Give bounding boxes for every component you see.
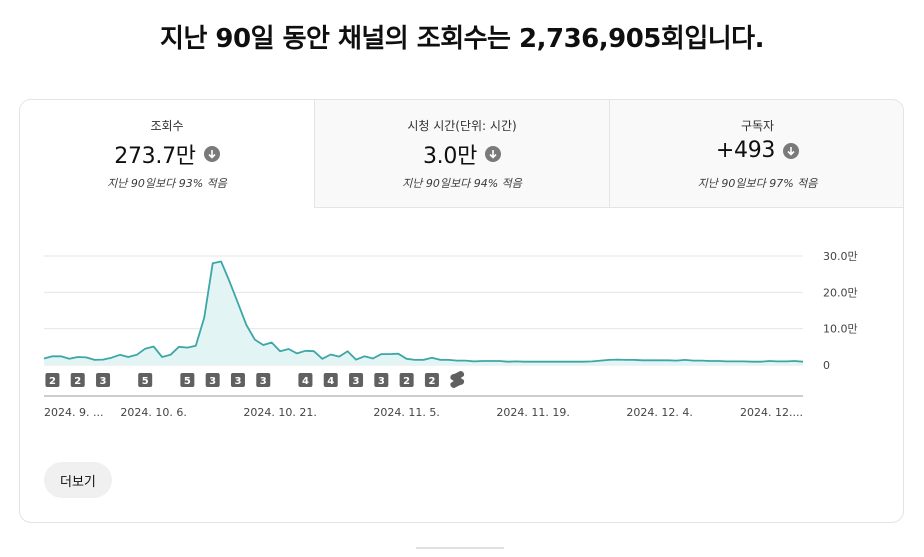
marker-count: 5 bbox=[184, 376, 191, 387]
marker-count: 2 bbox=[428, 376, 435, 387]
marker-badge bbox=[424, 373, 439, 387]
marker-count: 2 bbox=[403, 376, 410, 387]
x-tick-label: 2024. 11. 5. bbox=[373, 406, 439, 419]
series-line bbox=[43, 260, 804, 363]
marker-badge bbox=[96, 373, 111, 387]
marker-badge bbox=[70, 373, 85, 387]
marker-count: 3 bbox=[378, 376, 385, 387]
headline: 지난 90일 동안 채널의 조회수는 2,736,905회입니다. bbox=[160, 24, 764, 54]
video-marker[interactable]: 3 bbox=[205, 373, 220, 387]
more-button[interactable]: 더보기 bbox=[44, 462, 112, 498]
y-tick-label: 10.0만 bbox=[823, 323, 858, 336]
bottom-divider bbox=[416, 547, 504, 549]
y-tick-label: 0 bbox=[823, 359, 830, 372]
marker-count: 3 bbox=[209, 376, 216, 387]
video-marker[interactable]: 4 bbox=[298, 373, 313, 387]
video-marker[interactable]: 2 bbox=[70, 373, 85, 387]
arrow-down-icon bbox=[203, 146, 220, 162]
x-tick-label: 2024. 10. 21. bbox=[243, 406, 316, 419]
video-marker[interactable]: 4 bbox=[323, 373, 338, 387]
marker-badge bbox=[349, 373, 364, 387]
video-marker[interactable]: 3 bbox=[230, 373, 245, 387]
x-tick-label: 2024. 12. 4. bbox=[626, 406, 692, 419]
marker-count: 2 bbox=[74, 376, 81, 387]
marker-badge bbox=[45, 373, 60, 387]
metric-value: 3.0만 bbox=[422, 144, 478, 169]
marker-badge bbox=[180, 373, 195, 387]
metric-tab-watch-time[interactable]: 시청 시간(단위: 시간) 3.0만 지난 90일보다 94% 적음 bbox=[314, 100, 609, 208]
marker-badge bbox=[399, 373, 414, 387]
views-chart: 2 2 3 5 5 3 3 3 4 4 3 3 2 2 30.0만 20.0만 10.0만 0 2024. 9. … bbox=[43, 250, 858, 419]
marker-count: 3 bbox=[234, 376, 241, 387]
marker-badge bbox=[138, 373, 153, 387]
marker-count: 2 bbox=[49, 376, 56, 387]
marker-count: 4 bbox=[302, 376, 309, 387]
marker-badge bbox=[374, 373, 389, 387]
marker-count: 3 bbox=[100, 376, 107, 387]
marker-count: 3 bbox=[260, 376, 267, 387]
video-marker[interactable]: 5 bbox=[138, 373, 153, 387]
video-marker[interactable]: 3 bbox=[374, 373, 389, 387]
marker-badge bbox=[256, 373, 271, 387]
marker-badge bbox=[323, 373, 338, 387]
metric-label: 조회수 bbox=[150, 119, 184, 133]
marker-count: 3 bbox=[353, 376, 360, 387]
metric-label: 시청 시간(단위: 시간) bbox=[407, 119, 517, 133]
marker-count: 5 bbox=[142, 376, 149, 387]
shorts-icon bbox=[450, 370, 465, 389]
x-tick-label: 2024. 10. 6. bbox=[120, 406, 186, 419]
metric-comparison: 지난 90일보다 94% 적음 bbox=[402, 177, 522, 190]
marker-count: 4 bbox=[327, 376, 334, 387]
x-tick-label: 2024. 11. 19. bbox=[496, 406, 569, 419]
metric-comparison: 지난 90일보다 93% 적음 bbox=[107, 177, 227, 190]
x-tick-label: 2024. 9. ... bbox=[44, 406, 103, 419]
metric-label: 구독자 bbox=[740, 119, 775, 133]
arrow-down-icon bbox=[783, 142, 800, 159]
marker-shorts[interactable] bbox=[450, 370, 465, 389]
marker-badge bbox=[230, 373, 245, 387]
arrow-down-icon bbox=[485, 146, 502, 162]
x-tick-label: 2024. 12.... bbox=[740, 406, 803, 419]
y-tick-label: 20.0만 bbox=[823, 286, 858, 299]
video-marker[interactable]: 3 bbox=[96, 373, 111, 387]
marker-badge bbox=[205, 373, 220, 387]
video-marker[interactable]: 2 bbox=[424, 373, 439, 387]
marker-badge bbox=[298, 373, 313, 387]
video-marker[interactable]: 2 bbox=[399, 373, 414, 387]
video-marker[interactable]: 5 bbox=[180, 373, 195, 387]
metric-comparison: 지난 90일보다 97% 적음 bbox=[697, 177, 818, 190]
metric-tabs: 조회수 273.7만 지난 90일보다 93% 적음 시청 시간(단위: 시간)… bbox=[20, 100, 903, 208]
analytics-card: 조회수 273.7만 지난 90일보다 93% 적음 시청 시간(단위: 시간)… bbox=[19, 99, 904, 523]
series-area bbox=[44, 261, 803, 365]
metric-value: 273.7만 bbox=[114, 144, 196, 169]
video-marker[interactable]: 3 bbox=[256, 373, 271, 387]
video-marker[interactable]: 2 bbox=[45, 373, 60, 387]
metric-value: +493 bbox=[715, 138, 776, 163]
video-marker[interactable]: 3 bbox=[349, 373, 364, 387]
metric-tab-views[interactable]: 조회수 273.7만 지난 90일보다 93% 적음 bbox=[20, 100, 314, 208]
metric-tab-subscribers[interactable]: 구독자 +493 지난 90일보다 97% 적음 bbox=[609, 100, 903, 208]
y-tick-label: 30.0만 bbox=[823, 250, 858, 263]
